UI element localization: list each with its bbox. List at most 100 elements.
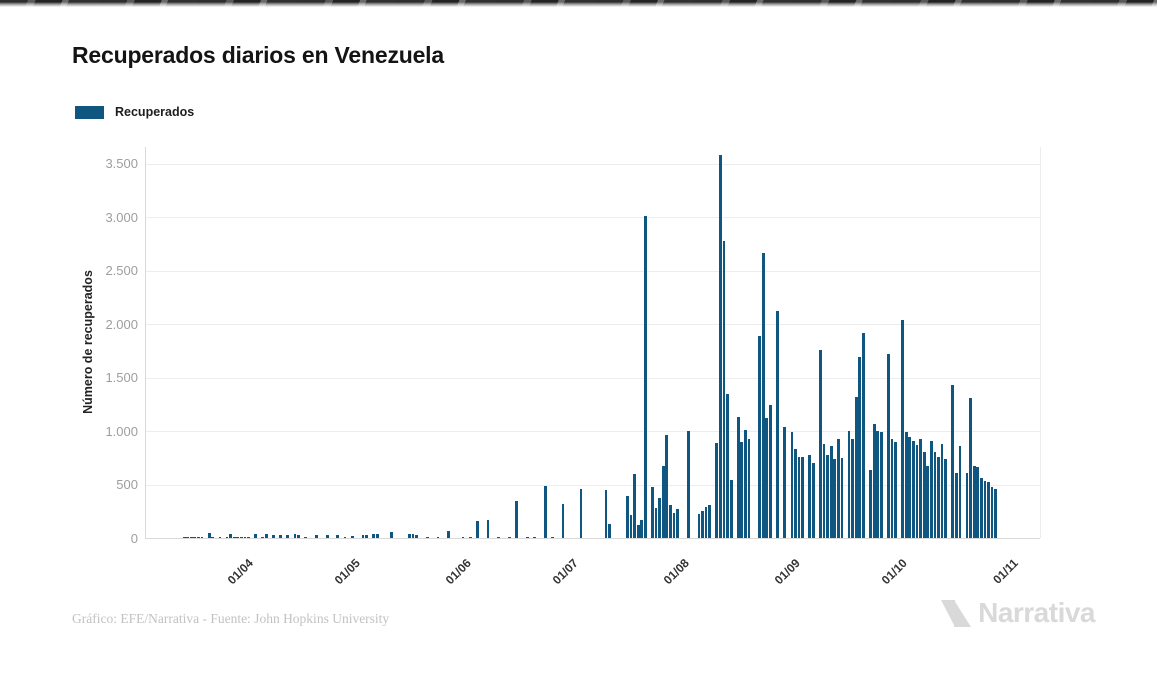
bar — [436, 537, 440, 538]
bar — [286, 535, 290, 538]
bar — [879, 432, 883, 538]
y-axis-line — [145, 147, 146, 538]
bar — [929, 441, 933, 538]
bar — [904, 432, 908, 538]
bar — [197, 537, 200, 538]
bar — [654, 508, 658, 538]
bar — [193, 536, 197, 538]
bar — [954, 472, 958, 538]
bar — [872, 424, 876, 538]
bar — [983, 481, 987, 538]
bar — [390, 531, 393, 538]
bar — [425, 537, 429, 538]
bar — [811, 463, 815, 538]
x-tick-label: 01/07 — [550, 556, 582, 588]
bar — [808, 454, 812, 538]
bar — [994, 489, 998, 538]
bar — [186, 537, 190, 538]
x-tick-label: 01/04 — [224, 556, 256, 588]
bar — [447, 531, 451, 538]
bar — [279, 534, 283, 538]
bar — [937, 457, 940, 538]
bar — [722, 240, 726, 538]
bar — [987, 482, 990, 538]
bar — [697, 513, 701, 538]
y-tick-label: 500 — [116, 477, 138, 492]
bar — [636, 525, 640, 538]
bar — [854, 396, 858, 538]
bar — [200, 537, 204, 538]
bar — [232, 536, 236, 538]
gridline — [145, 324, 1040, 325]
narrativa-wordmark: Narrativa — [978, 597, 1095, 628]
bar — [411, 534, 415, 538]
bar — [826, 454, 830, 538]
bar — [658, 497, 662, 538]
bar — [264, 533, 268, 538]
bar — [218, 537, 222, 538]
bar — [407, 533, 411, 538]
gridline — [145, 270, 1040, 272]
legend-swatch-icon — [75, 105, 104, 119]
bar — [486, 519, 490, 538]
bar — [736, 417, 740, 538]
bar — [189, 537, 193, 538]
bar — [765, 418, 769, 538]
narrativa-n-icon — [941, 599, 972, 627]
y-tick-label: 1.000 — [105, 423, 138, 439]
torn-paper-edge — [0, 0, 1157, 7]
bar — [747, 438, 751, 538]
bar — [207, 533, 211, 538]
legend-label: Recuperados — [115, 105, 195, 119]
bar — [633, 473, 636, 538]
bar — [686, 431, 690, 538]
bar — [579, 488, 583, 538]
bar — [908, 436, 912, 538]
gridline — [145, 377, 1040, 379]
bar — [708, 504, 712, 538]
bar — [819, 350, 822, 538]
bar — [726, 393, 729, 538]
bar — [758, 335, 762, 538]
bar — [901, 319, 905, 538]
bar — [550, 536, 554, 538]
x-tick-label: 01/10 — [878, 556, 911, 588]
bar — [604, 489, 608, 538]
bar — [794, 449, 797, 538]
bar — [475, 521, 479, 538]
bar — [468, 536, 472, 538]
bar — [965, 472, 969, 538]
bar — [969, 397, 973, 538]
bar — [972, 466, 976, 538]
bar — [254, 534, 258, 538]
bar — [740, 441, 744, 538]
bar — [922, 452, 926, 538]
narrativa-logo: Narrativa — [941, 597, 1095, 629]
x-tick-label: 01/06 — [442, 556, 474, 588]
bar — [626, 496, 629, 538]
chart-legend: Recuperados — [75, 105, 194, 119]
bar — [668, 504, 672, 538]
bar — [783, 426, 787, 538]
bar — [822, 444, 826, 538]
bar — [375, 534, 379, 538]
gridline — [145, 431, 1040, 432]
bar — [608, 524, 611, 538]
bar — [182, 537, 186, 538]
bar — [325, 534, 329, 538]
bar — [225, 536, 229, 538]
bar — [211, 536, 215, 538]
bar — [261, 537, 265, 538]
gridline — [145, 217, 1040, 218]
bar — [719, 154, 722, 538]
y-tick-label: 0 — [130, 530, 138, 546]
bar — [744, 429, 747, 538]
bar — [272, 534, 275, 538]
bar — [243, 537, 247, 538]
bar — [836, 439, 840, 538]
bar — [829, 445, 833, 538]
bar — [890, 439, 894, 538]
bar — [951, 385, 955, 538]
chart-title: Recuperados diarios en Venezuela — [72, 42, 444, 68]
